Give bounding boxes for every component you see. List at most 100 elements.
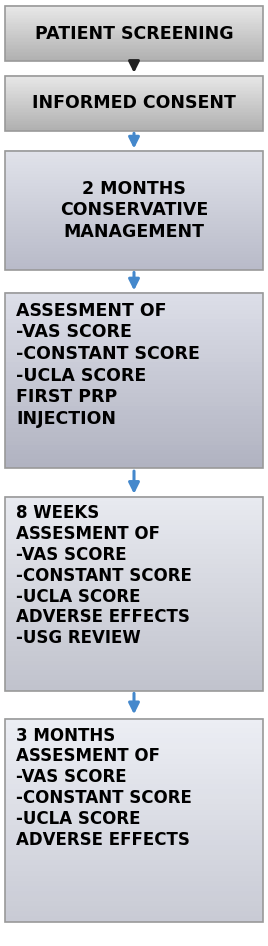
Bar xyxy=(5,866,263,871)
Text: CONSERVATIVE: CONSERVATIVE xyxy=(60,201,208,219)
Bar xyxy=(5,323,263,328)
Bar xyxy=(5,76,263,131)
Bar xyxy=(5,248,263,252)
Bar xyxy=(5,32,263,35)
Text: ASSESMENT OF: ASSESMENT OF xyxy=(16,302,167,320)
Bar xyxy=(5,116,263,118)
Bar xyxy=(5,8,263,10)
Bar xyxy=(5,86,263,88)
Bar xyxy=(5,168,263,172)
Text: -VAS SCORE: -VAS SCORE xyxy=(16,324,132,342)
Bar xyxy=(5,153,263,157)
Bar xyxy=(5,598,263,604)
Bar xyxy=(5,52,263,54)
Bar xyxy=(5,855,263,861)
Bar xyxy=(5,665,263,672)
Text: -UCLA SCORE: -UCLA SCORE xyxy=(16,587,141,605)
Bar xyxy=(5,301,263,307)
Bar xyxy=(5,56,263,59)
Bar xyxy=(5,780,263,785)
Bar xyxy=(5,98,263,100)
Bar xyxy=(5,18,263,20)
Bar xyxy=(5,314,263,320)
Bar xyxy=(5,607,263,613)
Bar xyxy=(5,810,263,815)
Bar xyxy=(5,876,263,882)
Bar xyxy=(5,183,263,187)
Bar xyxy=(5,26,263,28)
Bar xyxy=(5,733,263,740)
Bar xyxy=(5,774,263,780)
Bar xyxy=(5,83,263,85)
Bar xyxy=(5,127,263,130)
Bar xyxy=(5,75,263,77)
Bar xyxy=(5,126,263,128)
Text: MANAGEMENT: MANAGEMENT xyxy=(64,223,204,241)
Bar xyxy=(5,37,263,39)
Bar xyxy=(5,656,263,661)
Bar xyxy=(5,564,263,569)
Text: FIRST PRP: FIRST PRP xyxy=(16,389,117,407)
Bar xyxy=(5,685,263,691)
Bar xyxy=(5,114,263,116)
Bar xyxy=(5,234,263,237)
Text: -UCLA SCORE: -UCLA SCORE xyxy=(16,810,141,828)
Bar xyxy=(5,441,263,447)
Text: 8 WEEKS: 8 WEEKS xyxy=(16,504,99,522)
Bar xyxy=(5,198,263,201)
Bar xyxy=(5,759,263,764)
Bar xyxy=(5,34,263,36)
Bar xyxy=(5,101,263,103)
Bar xyxy=(5,171,263,175)
Bar xyxy=(5,151,263,270)
Bar xyxy=(5,59,263,61)
Bar xyxy=(5,41,263,44)
Bar xyxy=(5,124,263,127)
Bar xyxy=(5,646,263,652)
Bar xyxy=(5,206,263,211)
Bar xyxy=(5,587,263,594)
Bar xyxy=(5,195,263,199)
Bar xyxy=(5,87,263,89)
Bar xyxy=(5,380,263,385)
Bar xyxy=(5,91,263,94)
Bar xyxy=(5,117,263,119)
Bar xyxy=(5,411,263,416)
Bar xyxy=(5,23,263,26)
Bar xyxy=(5,16,263,19)
Bar xyxy=(5,251,263,254)
Bar xyxy=(5,30,263,32)
Bar xyxy=(5,185,263,190)
Bar xyxy=(5,744,263,749)
Bar xyxy=(5,213,263,217)
Bar xyxy=(5,870,263,877)
Bar xyxy=(5,911,263,918)
Bar xyxy=(5,559,263,565)
Bar xyxy=(5,166,263,169)
Bar xyxy=(5,129,263,131)
Bar xyxy=(5,896,263,902)
Bar xyxy=(5,641,263,647)
Bar xyxy=(5,428,263,433)
Bar xyxy=(5,297,263,302)
Bar xyxy=(5,573,263,579)
Bar xyxy=(5,256,263,261)
Bar xyxy=(5,150,263,154)
Bar xyxy=(5,332,263,337)
Bar xyxy=(5,463,263,468)
Bar xyxy=(5,651,263,657)
Bar xyxy=(5,799,263,805)
Bar xyxy=(5,118,263,121)
Bar xyxy=(5,254,263,258)
Bar xyxy=(5,28,263,31)
Bar xyxy=(5,102,263,104)
Bar xyxy=(5,31,263,33)
Bar xyxy=(5,917,263,922)
Bar xyxy=(5,263,263,267)
Bar xyxy=(5,718,263,724)
Bar xyxy=(5,723,263,729)
Bar xyxy=(5,239,263,243)
Bar xyxy=(5,446,263,451)
Bar xyxy=(5,162,263,166)
Bar xyxy=(5,177,263,181)
